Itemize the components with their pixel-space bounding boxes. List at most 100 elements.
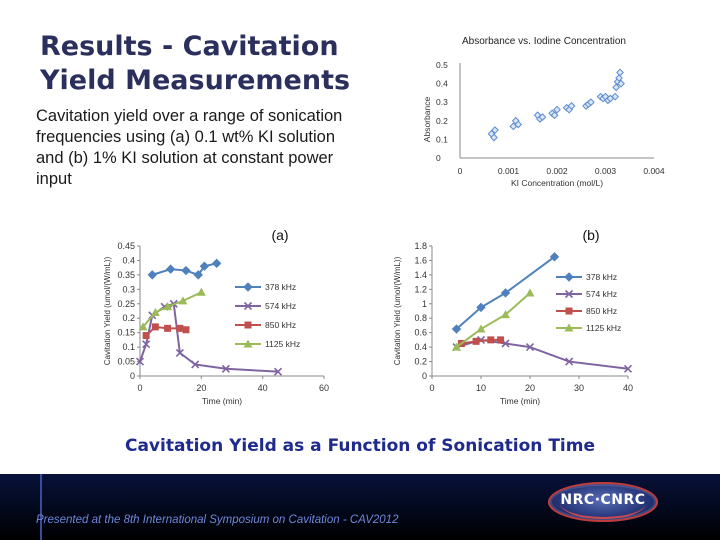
chart-a-series-850-khz-point	[164, 324, 172, 332]
chart-b-title: (b)	[582, 227, 599, 243]
absorbance-chart: Absorbance vs. Iodine Concentration 0 0.1 0…	[422, 36, 665, 188]
chart-a-y-tick-label: 0.4	[122, 255, 135, 265]
chart-a-x-tick-label: 60	[319, 383, 329, 393]
chart-b-legend-850-khz-marker	[565, 307, 573, 315]
footer-text: Presented at the 8th International Sympo…	[36, 514, 399, 526]
chart-b-series-574-khz-point-stroke-2	[623, 364, 633, 373]
chart-b-legend-574-khz-marker	[564, 289, 574, 299]
absorbance-data-point	[553, 105, 561, 114]
chart-a-series-1125-khz-point	[163, 302, 173, 311]
absorbance-chart-title: Absorbance vs. Iodine Concentration	[462, 36, 626, 47]
chart-b-series-574-khz-point-stroke-2	[565, 357, 574, 366]
chart-b-series-378-khz-line	[455, 256, 556, 330]
logo-swoosh-icon	[560, 487, 646, 519]
chart-b-series-850-khz-point	[497, 336, 505, 344]
chart-a-y-tick-label: 0.45	[117, 241, 135, 251]
chart-b-x-tick-label: 0	[429, 383, 434, 393]
chart-a-y-tick-label: 0	[130, 371, 135, 381]
chart-a-series-1125-khz-point	[138, 322, 148, 331]
absorbance-x-tick-label: 0.002	[546, 166, 568, 176]
absorbance-y-tick-label: 0.4	[436, 79, 448, 89]
chart-b-y-tick-label: 0.2	[414, 357, 427, 367]
chart-a-y-axis-label: Cavitation Yield (umol/(W/mL))	[103, 256, 112, 365]
chart-a-y-tick-label: 0.25	[117, 299, 135, 309]
absorbance-y-tick-label: 0.2	[436, 116, 448, 126]
footer-divider-left	[40, 474, 42, 540]
absorbance-data-point	[567, 102, 576, 110]
chart-a-series-850-khz-point	[142, 332, 150, 340]
absorbance-x-tick-label: 0.001	[498, 166, 520, 176]
chart-b-series-1125-khz-point	[452, 342, 461, 351]
chart-b-legend-378-khz-label: 378 kHz	[586, 272, 617, 282]
chart-b-y-tick-label: 0.6	[414, 328, 427, 338]
chart-b-series-574-khz-point	[565, 357, 574, 366]
chart-b-series-574-khz-point-stroke-2	[525, 343, 535, 352]
absorbance-data-point	[538, 113, 547, 121]
chart-b-series-1125-khz-point	[525, 288, 535, 297]
absorbance-x-tick-label: 0.003	[595, 166, 617, 176]
chart-b-y-axis-label: Cavitation Yield (umol/(W/mL))	[393, 256, 402, 365]
absorbance-x-tick-label: 0	[458, 166, 463, 176]
chart-b-y-tick-label: 1.8	[414, 241, 427, 251]
chart-a-series-378-khz-point	[193, 270, 203, 280]
absorbance-y-tick-label: 0.3	[436, 97, 448, 107]
chart-a-title: (a)	[271, 227, 288, 243]
absorbance-data-point	[615, 74, 623, 82]
chart-a-x-tick-label: 40	[258, 383, 268, 393]
chart-a-x-tick-label: 20	[196, 383, 206, 393]
chart-b-series-850-khz-point	[472, 337, 480, 345]
chart-b-y-tick-label: 1.6	[414, 255, 427, 265]
chart-a-series-574-khz-point	[221, 364, 230, 373]
chart-a-y-tick-label: 0.1	[122, 342, 135, 352]
chart-b-series-1125-khz-line	[455, 292, 531, 348]
chart-a-series-574-khz-point	[175, 348, 184, 357]
chart-b-series-378-khz-point	[549, 252, 560, 262]
chart-a-y-tick-label: 0.15	[117, 328, 135, 338]
absorbance-x-axis-label: KI Concentration (mol/L)	[511, 178, 603, 188]
chart-a-series-574-khz-point	[191, 360, 200, 369]
chart-a-series-850-khz-point	[151, 323, 159, 331]
chart-a-series-574-khz-point	[135, 357, 145, 366]
chart-a-legend-574-khz-marker	[243, 301, 253, 311]
logo-text: NRC·CNRC	[560, 492, 646, 508]
chart-a-series-1125-khz-point	[196, 287, 206, 296]
chart-a-legend-574-khz-marker-stroke-2	[243, 301, 253, 311]
chart-a-series-378-khz-point	[181, 265, 191, 276]
chart-b: (b) 0 0.2 0.4 0.6 0.8 1 1.2 1.4 1.6 1.8 0 10 20 30 40 Ti…	[393, 227, 633, 406]
chart-a-x-tick-label: 0	[137, 383, 142, 393]
chart-b-legend-1125-khz-label: 1125 kHz	[586, 323, 621, 333]
absorbance-y-tick-label: 0	[436, 153, 441, 163]
chart-b-y-tick-label: 0.8	[414, 313, 427, 323]
chart-a-legend-378-khz-label: 378 kHz	[265, 282, 296, 292]
chart-a-series-574-khz-point	[273, 367, 283, 376]
chart-b-legend-574-khz-label: 574 kHz	[586, 289, 617, 299]
chart-a-series-574-khz-point-stroke-2	[175, 348, 184, 357]
chart-a-series-378-khz-point	[199, 261, 210, 271]
chart-b-series-574-khz-point-stroke-2	[501, 339, 510, 348]
chart-a-legend-850-khz-label: 850 kHz	[265, 320, 296, 330]
chart-a-series-574-khz-point-stroke-2	[221, 364, 230, 373]
chart-a-series-574-khz-line	[139, 302, 279, 373]
absorbance-y-tick-label: 0.1	[436, 134, 448, 144]
slide-title-line-1: Results - Cavitation	[40, 31, 339, 62]
absorbance-data-point	[490, 133, 498, 142]
absorbance-data-point	[617, 79, 625, 88]
absorbance-data-point	[514, 120, 523, 129]
chart-b-y-tick-label: 1.2	[414, 284, 427, 294]
absorbance-data-point	[611, 92, 620, 101]
absorbance-x-tick-label: 0.004	[643, 166, 665, 176]
chart-a-series-1125-khz-point	[178, 296, 188, 305]
absorbance-data-point	[491, 126, 499, 135]
chart-a-series-574-khz-point-stroke-2	[142, 340, 151, 349]
chart-a-series-574-khz-point	[142, 340, 151, 349]
chart-b-series-574-khz-point	[623, 364, 633, 373]
chart-b-x-tick-label: 30	[574, 383, 584, 393]
slide-title-line-2: Yield Measurements	[40, 65, 351, 96]
chart-b-y-tick-label: 1	[422, 299, 427, 309]
chart-b-y-tick-label: 1.4	[414, 270, 427, 280]
chart-b-x-tick-label: 10	[476, 383, 486, 393]
absorbance-data-point	[616, 68, 624, 77]
chart-a-series-850-khz-point	[182, 326, 190, 334]
chart-a-legend-574-khz-label: 574 kHz	[265, 301, 296, 311]
chart-b-series-378-khz-point	[500, 288, 511, 298]
